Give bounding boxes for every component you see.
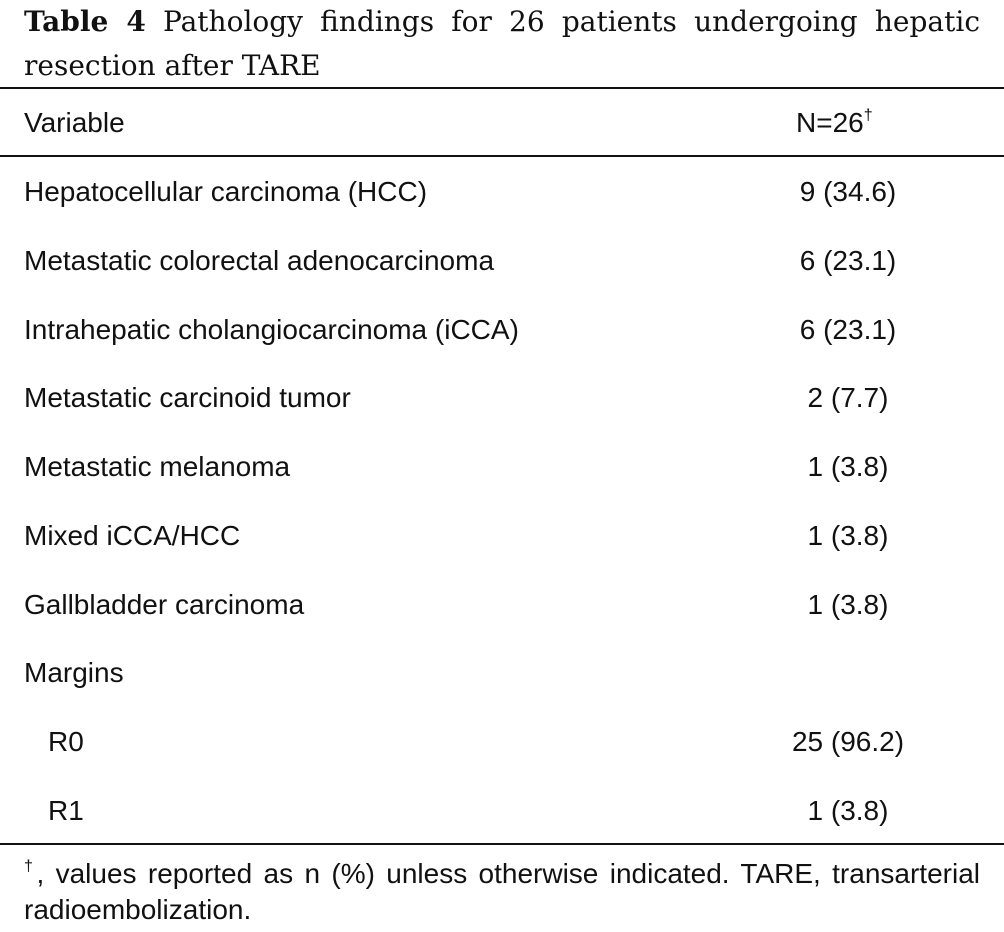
table-row: Metastatic melanoma 1 (3.8) xyxy=(0,450,1004,484)
row-value: 6 (23.1) xyxy=(799,245,897,276)
table-row: Gallbladder carcinoma 1 (3.8) xyxy=(0,588,1004,622)
row-label: Mixed iCCA/HCC xyxy=(24,520,241,551)
row-value: 25 (96.2) xyxy=(791,726,905,757)
row-value: 2 (7.7) xyxy=(807,382,889,413)
table-row: Intrahepatic cholangiocarcinoma (iCCA) 6… xyxy=(0,313,1004,347)
column-header-n: N=26† xyxy=(796,106,873,140)
table-row: R0 25 (96.2) xyxy=(0,725,1004,759)
table-label: Table 4 xyxy=(24,5,146,38)
table-caption: Table 4 Pathology findings for 26 patien… xyxy=(24,0,980,88)
row-label: R0 xyxy=(48,726,84,757)
row-label: Metastatic colorectal adenocarcinoma xyxy=(24,245,495,276)
dagger-marker: † xyxy=(863,107,873,124)
column-header-variable: Variable xyxy=(24,107,125,138)
dagger-marker: † xyxy=(24,858,37,875)
row-label: Intrahepatic cholangiocarcinoma (iCCA) xyxy=(24,314,519,345)
row-value: 9 (34.6) xyxy=(799,176,897,207)
row-value: 1 (3.8) xyxy=(807,795,889,826)
table-footnote: †, values reported as n (%) unless other… xyxy=(24,856,980,928)
header-rule xyxy=(0,155,1004,157)
table-row: Metastatic colorectal adenocarcinoma 6 (… xyxy=(0,244,1004,278)
table-row: R1 1 (3.8) xyxy=(0,794,1004,828)
table-row: Hepatocellular carcinoma (HCC) 9 (34.6) xyxy=(0,175,1004,209)
row-label: Metastatic carcinoid tumor xyxy=(24,382,351,413)
row-label: Margins xyxy=(24,657,124,688)
footnote-text: , values reported as n (%) unless otherw… xyxy=(24,858,980,925)
row-value: 6 (23.1) xyxy=(799,314,897,345)
table-title: Pathology findings for 26 patients under… xyxy=(24,5,981,82)
row-label: R1 xyxy=(48,795,84,826)
table-row: Mixed iCCA/HCC 1 (3.8) xyxy=(0,519,1004,553)
column-header-n-text: N=26 xyxy=(796,107,864,138)
row-label: Hepatocellular carcinoma (HCC) xyxy=(24,176,428,207)
row-value: 1 (3.8) xyxy=(807,451,889,482)
row-label: Metastatic melanoma xyxy=(24,451,291,482)
row-value: 1 (3.8) xyxy=(807,589,889,620)
table-row-group-heading: Margins xyxy=(0,656,1004,690)
table-row: Metastatic carcinoid tumor 2 (7.7) xyxy=(0,381,1004,415)
bottom-rule xyxy=(0,843,1004,845)
row-label: Gallbladder carcinoma xyxy=(24,589,305,620)
top-rule xyxy=(0,87,1004,89)
row-value: 1 (3.8) xyxy=(807,520,889,551)
